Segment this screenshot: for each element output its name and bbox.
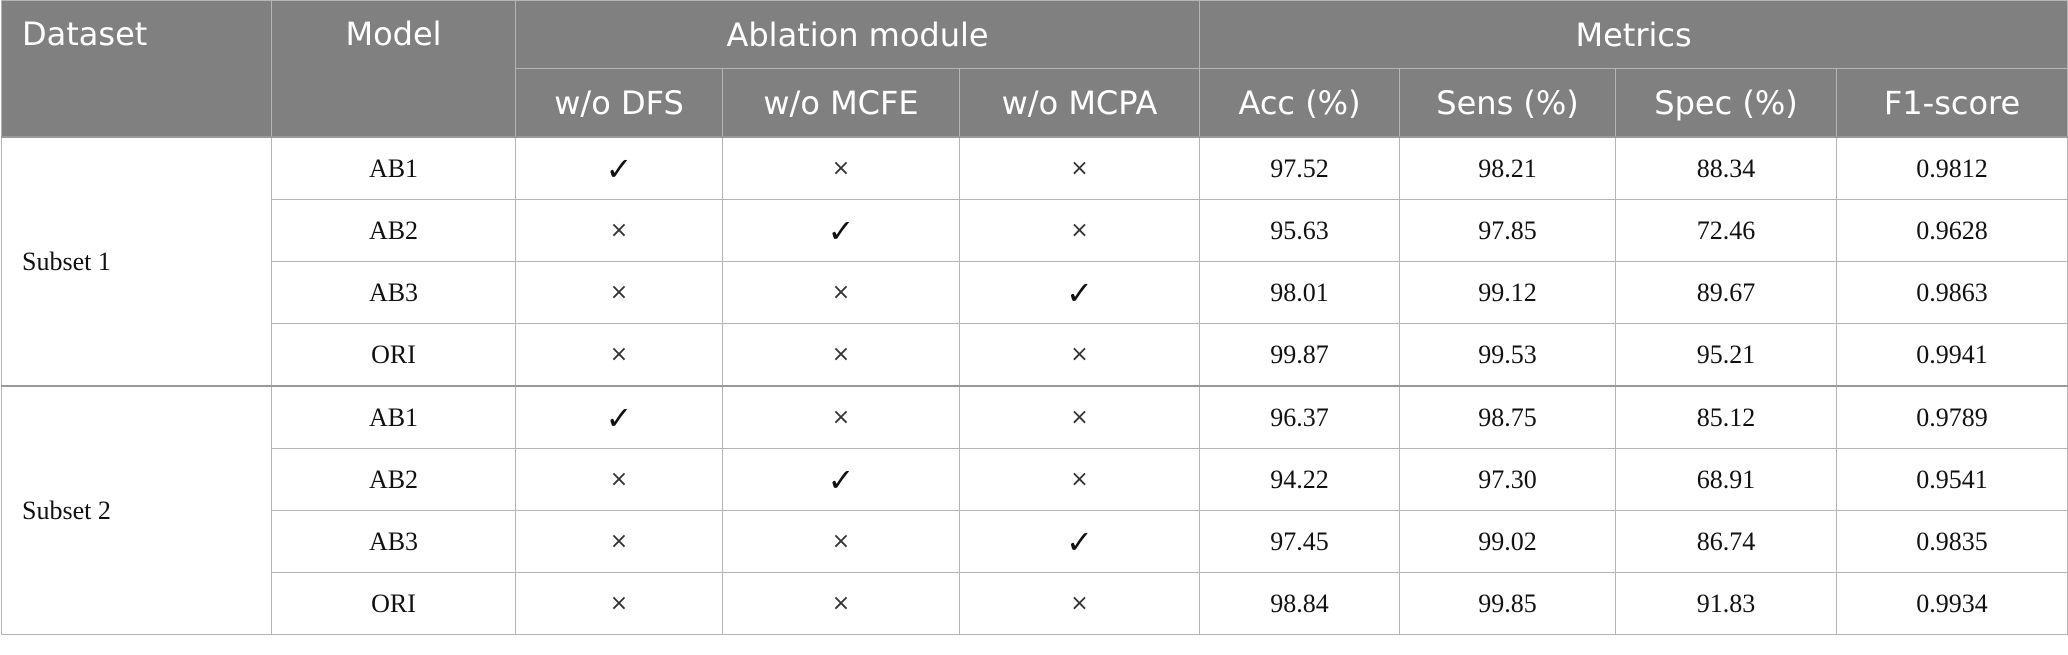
table-row: ORI × × × 98.84 99.85 91.83 0.9934 <box>2 572 2068 635</box>
spec-column-header: Spec (%) <box>1615 68 1838 138</box>
ablation-results-table: Dataset Model Ablation module Metrics w/… <box>1 0 2068 635</box>
sens-cell: 99.85 <box>1399 572 1617 635</box>
table-row: AB2 × ✓ × 95.63 97.85 72.46 0.9628 <box>2 199 2068 262</box>
acc-cell: 97.45 <box>1199 510 1401 573</box>
model-cell: AB1 <box>271 136 516 200</box>
table-row: AB3 × × ✓ 97.45 99.02 86.74 0.9835 <box>2 510 2068 573</box>
wo-mcfe-cell: × <box>722 136 960 200</box>
dataset-cell: Subset 1 <box>1 136 272 387</box>
wo-mcpa-cell: × <box>958 385 1201 449</box>
acc-cell: 98.84 <box>1199 572 1401 635</box>
sens-cell: 99.02 <box>1399 510 1617 573</box>
spec-cell: 72.46 <box>1615 199 1838 262</box>
wo-mcfe-cell: × <box>722 572 960 635</box>
table-header: Dataset Model Ablation module Metrics w/… <box>1 0 2068 138</box>
table-row: AB2 × ✓ × 94.22 97.30 68.91 0.9541 <box>2 448 2068 511</box>
wo-dfs-cell: × <box>515 323 723 387</box>
sens-cell: 97.30 <box>1399 448 1617 511</box>
spec-cell: 68.91 <box>1615 448 1838 511</box>
model-cell: AB1 <box>271 385 516 449</box>
sens-cell: 98.75 <box>1399 385 1617 449</box>
wo-mcpa-column-header: w/o MCPA <box>958 68 1201 138</box>
model-cell: AB3 <box>271 510 516 573</box>
sens-column-header: Sens (%) <box>1399 68 1617 138</box>
spec-cell: 91.83 <box>1615 572 1838 635</box>
wo-mcfe-cell: ✓ <box>722 199 960 262</box>
dataset-column-header: Dataset <box>1 0 272 138</box>
f1-score-cell: 0.9863 <box>1836 261 2068 324</box>
acc-cell: 94.22 <box>1199 448 1401 511</box>
f1-score-cell: 0.9835 <box>1836 510 2068 573</box>
table-row: AB3 × × ✓ 98.01 99.12 89.67 0.9863 <box>2 261 2068 324</box>
header-row-top: Dataset Model Ablation module Metrics <box>1 0 2068 138</box>
wo-dfs-cell: × <box>515 448 723 511</box>
f1-score-cell: 0.9812 <box>1836 136 2068 200</box>
f1-score-cell: 0.9628 <box>1836 199 2068 262</box>
model-cell: AB2 <box>271 199 516 262</box>
dataset-cell: Subset 2 <box>1 385 272 635</box>
wo-mcpa-cell: × <box>958 572 1201 635</box>
model-column-header: Model <box>271 0 516 138</box>
f1-score-column-header: F1-score <box>1836 68 2068 138</box>
acc-column-header: Acc (%) <box>1199 68 1401 138</box>
wo-dfs-cell: ✓ <box>515 136 723 200</box>
wo-mcpa-cell: × <box>958 199 1201 262</box>
sens-cell: 98.21 <box>1399 136 1617 200</box>
model-cell: AB3 <box>271 261 516 324</box>
model-cell: ORI <box>271 323 516 387</box>
ablation-module-header: Ablation module <box>514 0 1201 69</box>
metrics-header: Metrics <box>1199 0 2068 69</box>
acc-cell: 99.87 <box>1199 323 1401 387</box>
wo-dfs-cell: × <box>515 510 723 573</box>
spec-cell: 95.21 <box>1615 323 1838 387</box>
f1-score-cell: 0.9789 <box>1836 385 2068 449</box>
wo-mcfe-column-header: w/o MCFE <box>722 68 960 138</box>
wo-mcpa-cell: ✓ <box>958 261 1201 324</box>
wo-dfs-cell: × <box>515 261 723 324</box>
wo-dfs-cell: ✓ <box>515 385 723 449</box>
wo-mcfe-cell: × <box>722 323 960 387</box>
model-cell: ORI <box>271 572 516 635</box>
acc-cell: 95.63 <box>1199 199 1401 262</box>
wo-mcpa-cell: × <box>958 323 1201 387</box>
wo-mcfe-cell: × <box>722 510 960 573</box>
spec-cell: 88.34 <box>1615 136 1838 200</box>
table-row: ORI × × × 99.87 99.53 95.21 0.9941 <box>2 323 2068 387</box>
table-row: Subset 2 AB1 ✓ × × 96.37 98.75 85.12 0.9… <box>1 385 2068 635</box>
wo-mcpa-cell: × <box>958 136 1201 200</box>
sens-cell: 97.85 <box>1399 199 1617 262</box>
table-row: Subset 1 AB1 ✓ × × 97.52 98.21 88.34 0.9… <box>1 136 2068 387</box>
f1-score-cell: 0.9941 <box>1836 323 2068 387</box>
spec-cell: 89.67 <box>1615 261 1838 324</box>
wo-dfs-cell: × <box>515 572 723 635</box>
header-row-sub: w/o DFS w/o MCFE w/o MCPA Acc (%) Sens (… <box>2 68 2068 138</box>
acc-cell: 96.37 <box>1199 385 1401 449</box>
spec-cell: 85.12 <box>1615 385 1838 449</box>
table-body: Subset 1 AB1 ✓ × × 97.52 98.21 88.34 0.9… <box>1 136 2068 635</box>
wo-dfs-column-header: w/o DFS <box>515 68 723 138</box>
acc-cell: 97.52 <box>1199 136 1401 200</box>
wo-dfs-cell: × <box>515 199 723 262</box>
wo-mcpa-cell: ✓ <box>958 510 1201 573</box>
wo-mcfe-cell: × <box>722 385 960 449</box>
wo-mcfe-cell: ✓ <box>722 448 960 511</box>
spec-cell: 86.74 <box>1615 510 1838 573</box>
sens-cell: 99.12 <box>1399 261 1617 324</box>
f1-score-cell: 0.9934 <box>1836 572 2068 635</box>
wo-mcfe-cell: × <box>722 261 960 324</box>
model-cell: AB2 <box>271 448 516 511</box>
acc-cell: 98.01 <box>1199 261 1401 324</box>
f1-score-cell: 0.9541 <box>1836 448 2068 511</box>
wo-mcpa-cell: × <box>958 448 1201 511</box>
sens-cell: 99.53 <box>1399 323 1617 387</box>
